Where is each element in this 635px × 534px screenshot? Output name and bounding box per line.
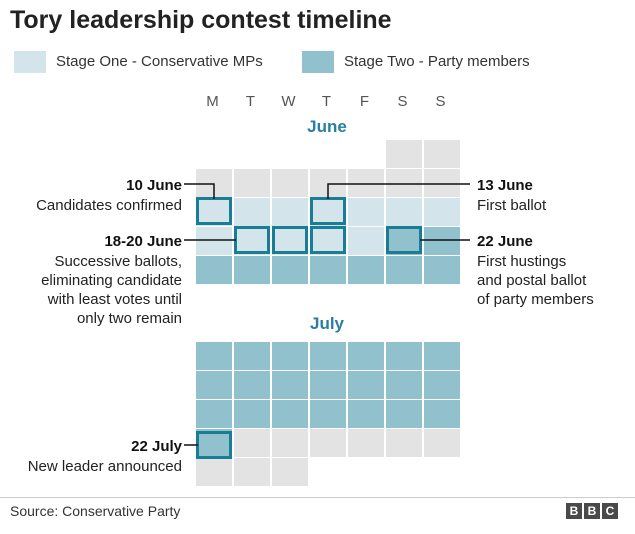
calendar-day-july-r0c6 bbox=[424, 342, 460, 370]
calendar-day-june-r1c6 bbox=[424, 169, 460, 197]
calendar-day-july-r4c1 bbox=[234, 458, 270, 486]
calendar-day-july-r3c5 bbox=[386, 429, 422, 457]
annotation-text-june-13: First ballot bbox=[477, 197, 547, 214]
calendar-day-june-r3c3 bbox=[310, 227, 346, 255]
calendar-day-june-r1c4 bbox=[348, 169, 384, 197]
calendar-day-june-r4c2 bbox=[272, 256, 308, 284]
legend-swatch-stage-one bbox=[14, 51, 46, 73]
calendar-day-july-r2c0 bbox=[196, 400, 232, 428]
calendar-day-july-r3c4 bbox=[348, 429, 384, 457]
month-label-june: June bbox=[307, 117, 347, 136]
calendar-day-july-r0c5 bbox=[386, 342, 422, 370]
calendar-day-july-r0c4 bbox=[348, 342, 384, 370]
weekday-sat: S bbox=[397, 93, 408, 110]
weekday-mon: M bbox=[206, 93, 219, 110]
calendar-day-july-r0c3 bbox=[310, 342, 346, 370]
calendar-day-july-r2c2 bbox=[272, 400, 308, 428]
calendar-day-july-r1c6 bbox=[424, 371, 460, 399]
weekday-wed: W bbox=[281, 93, 296, 110]
annotation-text-june-18-20-line1: Successive ballots, bbox=[54, 253, 182, 270]
annotation-text-june-18-20-line3: with least votes until bbox=[47, 291, 182, 308]
calendar-day-june-r0c5 bbox=[386, 140, 422, 168]
calendar-day-july-r0c1 bbox=[234, 342, 270, 370]
source-note: Source: Conservative Party bbox=[10, 503, 181, 519]
bbc-logo-letter-3: C bbox=[602, 503, 618, 519]
annotation-text-june-22-line3: of party members bbox=[477, 291, 594, 308]
leader-line-june-13 bbox=[327, 183, 470, 199]
bbc-logo-letter-1: B bbox=[566, 503, 582, 519]
calendar-day-june-r3c4 bbox=[348, 227, 384, 255]
calendar-day-june-r1c2 bbox=[272, 169, 308, 197]
annotation-text-june-18-20-line2: eliminating candidate bbox=[41, 272, 182, 289]
calendar-day-july-r0c0 bbox=[196, 342, 232, 370]
calendar-day-july-r0c2 bbox=[272, 342, 308, 370]
calendar-day-june-r4c3 bbox=[310, 256, 346, 284]
legend-label-stage-one: Stage One - Conservative MPs bbox=[56, 53, 263, 70]
legend-label-stage-two: Stage Two - Party members bbox=[344, 53, 530, 70]
calendar-day-july-r2c4 bbox=[348, 400, 384, 428]
calendar-day-july-r4c0 bbox=[196, 458, 232, 486]
calendar-day-july-r1c5 bbox=[386, 371, 422, 399]
calendar-day-june-r1c1 bbox=[234, 169, 270, 197]
calendar-day-june-r2c5 bbox=[386, 198, 422, 226]
calendar-day-june-r4c5 bbox=[386, 256, 422, 284]
calendar-day-june-r3c1 bbox=[234, 227, 270, 255]
annotation-text-july-22: New leader announced bbox=[27, 458, 182, 475]
calendar-day-june-r2c0 bbox=[196, 198, 232, 226]
calendar-day-june-r4c1 bbox=[234, 256, 270, 284]
calendar-day-june-r2c6 bbox=[424, 198, 460, 226]
annotation-date-july-22: 22 July bbox=[131, 438, 182, 455]
calendar-day-june-r3c0 bbox=[196, 227, 232, 255]
highlight-june-20 bbox=[310, 226, 346, 254]
calendar-day-june-r1c5 bbox=[386, 169, 422, 197]
calendar-day-june-r4c6 bbox=[424, 256, 460, 284]
calendar-day-july-r2c1 bbox=[234, 400, 270, 428]
calendar-day-july-r2c5 bbox=[386, 400, 422, 428]
calendar-day-june-r2c2 bbox=[272, 198, 308, 226]
calendar-day-july-r1c3 bbox=[310, 371, 346, 399]
bbc-logo-letter-2: B bbox=[584, 503, 600, 519]
calendar-day-july-r3c3 bbox=[310, 429, 346, 457]
annotation-text-june-10: Candidates confirmed bbox=[36, 197, 182, 214]
calendar-day-july-r4c2 bbox=[272, 458, 308, 486]
calendar-day-july-r3c6 bbox=[424, 429, 460, 457]
calendar-day-july-r1c1 bbox=[234, 371, 270, 399]
calendar-day-july-r1c2 bbox=[272, 371, 308, 399]
calendar-day-july-r2c3 bbox=[310, 400, 346, 428]
weekday-fri: F bbox=[359, 93, 370, 110]
calendar-day-july-r1c0 bbox=[196, 371, 232, 399]
weekday-thu: T bbox=[321, 93, 332, 110]
calendar-day-july-r3c1 bbox=[234, 429, 270, 457]
weekday-sun: S bbox=[435, 93, 446, 110]
calendar-day-june-r3c6 bbox=[424, 227, 460, 255]
annotation-text-june-18-20-line4: only two remain bbox=[76, 310, 182, 327]
calendar-day-july-r2c6 bbox=[424, 400, 460, 428]
calendar-day-june-r0c6 bbox=[424, 140, 460, 168]
calendar-day-june-r2c3 bbox=[310, 198, 346, 226]
calendar-day-june-r3c5 bbox=[386, 227, 422, 255]
annotation-date-june-22: 22 June bbox=[477, 233, 533, 250]
legend-swatch-stage-two bbox=[302, 51, 334, 73]
highlight-june-19 bbox=[272, 226, 308, 254]
footer-divider bbox=[0, 497, 635, 498]
calendar-day-july-r3c2 bbox=[272, 429, 308, 457]
annotation-date-june-13: 13 June bbox=[477, 177, 533, 194]
calendar-day-july-r1c4 bbox=[348, 371, 384, 399]
annotation-date-june-10: 10 June bbox=[126, 177, 182, 194]
weekday-tue: T bbox=[245, 93, 256, 110]
annotation-text-june-22-line2: and postal ballot bbox=[477, 272, 587, 289]
leader-line-june-10 bbox=[184, 183, 215, 199]
calendar-day-june-r4c0 bbox=[196, 256, 232, 284]
month-label-july: July bbox=[309, 314, 345, 333]
calendar-day-june-r2c4 bbox=[348, 198, 384, 226]
annotation-date-june-18-20: 18-20 June bbox=[104, 233, 182, 250]
calendar-day-june-r3c2 bbox=[272, 227, 308, 255]
calendar-day-june-r2c1 bbox=[234, 198, 270, 226]
annotation-text-june-22-line1: First hustings bbox=[477, 253, 567, 270]
calendar-day-june-r4c4 bbox=[348, 256, 384, 284]
chart-title: Tory leadership contest timeline bbox=[10, 6, 392, 34]
